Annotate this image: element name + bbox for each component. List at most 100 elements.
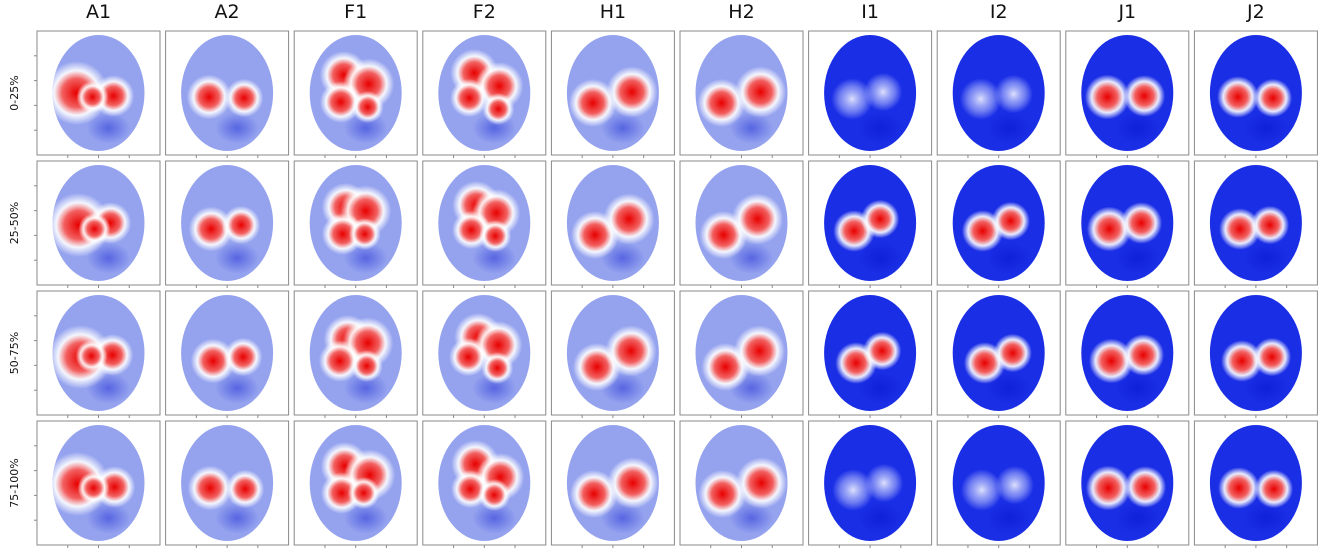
blob: [1088, 338, 1134, 384]
image-content: [1085, 465, 1167, 534]
shade: [1115, 502, 1160, 534]
image-content: [52, 325, 134, 404]
column-label: I2: [990, 1, 1008, 23]
eit-image: [52, 35, 145, 151]
shade: [1243, 112, 1288, 144]
shade: [86, 112, 131, 144]
shade: [343, 502, 388, 534]
eit-image: [181, 295, 274, 411]
image-content: [833, 199, 903, 274]
shade: [86, 502, 131, 534]
image-content: [701, 325, 786, 404]
blob: [1217, 76, 1259, 118]
blob: [991, 201, 1030, 241]
blob: [735, 457, 788, 509]
blob: [1120, 202, 1163, 244]
eit-image: [1081, 165, 1174, 281]
blob: [603, 193, 655, 245]
eit-image: [695, 295, 788, 411]
column-label: H1: [600, 1, 626, 23]
eit-image: [1081, 425, 1174, 541]
blob: [76, 81, 109, 113]
image-content: [321, 183, 392, 274]
eit-image: [952, 165, 1045, 281]
image-content: [451, 440, 525, 534]
blob: [832, 469, 874, 511]
blob: [1086, 206, 1132, 252]
image-content: [52, 193, 132, 274]
image-content: [187, 465, 265, 534]
image-content: [1221, 337, 1292, 404]
eit-image: [566, 165, 659, 281]
blob: [731, 193, 784, 245]
eit-image: [181, 35, 274, 151]
image-content: [961, 201, 1031, 274]
image-content: [570, 193, 655, 274]
blob: [1084, 74, 1130, 120]
eit-image: [1209, 165, 1302, 281]
eit-image: [695, 425, 788, 541]
eit-image: [309, 165, 402, 281]
blob: [78, 213, 111, 245]
eit-image: [438, 35, 531, 151]
eit-image: [566, 295, 659, 411]
eit-image: [52, 295, 145, 411]
blob: [224, 78, 264, 118]
blob: [187, 465, 233, 511]
blob: [481, 352, 514, 384]
shade: [600, 502, 645, 534]
shade: [858, 242, 903, 274]
image-content: [319, 51, 395, 144]
image-content: [698, 457, 788, 534]
row-label: 25-50%: [8, 202, 21, 244]
blob: [1218, 467, 1260, 509]
image-content: [1086, 202, 1163, 274]
image-content: [188, 205, 261, 274]
eit-image: [438, 295, 531, 411]
eit-image: [824, 295, 917, 411]
shade: [215, 242, 260, 274]
blob: [347, 477, 380, 509]
blob: [186, 74, 232, 120]
row-label: 75-100%: [8, 458, 21, 507]
image-content: [960, 465, 1034, 534]
blob: [1085, 465, 1131, 511]
image-content: [52, 61, 135, 144]
image-content: [569, 457, 659, 534]
eit-image: [824, 35, 917, 151]
shade: [858, 502, 903, 534]
blob: [318, 340, 361, 382]
blob: [994, 74, 1033, 114]
eit-image: [309, 35, 402, 151]
blob: [225, 469, 265, 509]
blob: [1221, 340, 1263, 382]
blob: [190, 338, 236, 384]
image-content: [1218, 467, 1294, 534]
image-content: [1088, 334, 1165, 404]
eit-image: [1081, 295, 1174, 411]
shade: [729, 502, 774, 534]
shade: [215, 112, 260, 144]
eit-image: [1209, 295, 1302, 411]
shade: [472, 242, 517, 274]
image-content: [449, 313, 523, 404]
blob: [350, 350, 383, 382]
blob: [1254, 469, 1294, 509]
shade: [215, 372, 260, 404]
image-content: [1219, 205, 1290, 274]
eit-image: [1081, 35, 1174, 151]
blob: [479, 220, 512, 252]
image-content: [831, 72, 903, 144]
shade: [472, 502, 517, 534]
blob: [606, 66, 658, 118]
blob: [568, 79, 617, 127]
shade: [858, 372, 903, 404]
blob: [1253, 78, 1293, 118]
shade: [1243, 502, 1288, 534]
blob: [482, 93, 515, 125]
column-label: I1: [861, 1, 879, 23]
eit-image: [181, 425, 274, 541]
blob: [862, 331, 902, 371]
eit-image: [566, 35, 659, 151]
